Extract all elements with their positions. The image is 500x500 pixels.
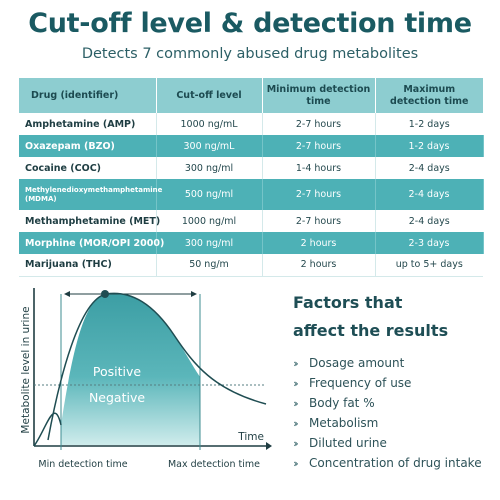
column-header-max: Maximum detection time	[375, 78, 483, 113]
table-row: Marijuana (THC) 50 ng/m 2 hours up to 5+…	[19, 254, 483, 277]
table-row: Morphine (MOR/OPI 2000) 300 ng/ml 2 hour…	[19, 232, 484, 254]
min-detection: 2-7 hours	[262, 113, 376, 135]
positive-label: Positive	[93, 364, 141, 379]
max-detection: 1-2 days	[375, 135, 484, 157]
factor-label: Dosage amount	[309, 356, 405, 370]
list-item: ›› Diluted urine	[293, 433, 498, 453]
factors-title-line2: affect the results	[293, 321, 449, 340]
span-left-arrowhead-icon	[64, 291, 70, 297]
y-axis-label: Metabolite level in urine	[20, 306, 32, 433]
column-header-drug: Drug (identifier)	[19, 78, 157, 113]
min-detection: 1-4 hours	[262, 157, 376, 179]
span-right-arrowhead-icon	[191, 291, 197, 297]
metabolite-curve	[33, 292, 267, 447]
cutoff-level: 300 ng/ml	[156, 157, 263, 179]
list-item: ›› Dosage amount	[293, 353, 498, 373]
double-chevron-icon: ››	[293, 456, 299, 470]
list-item: ›› Metabolism	[293, 413, 498, 433]
min-detection: 2-7 hours	[262, 210, 376, 232]
drug-name: Methamphetamine (MET)	[19, 210, 160, 232]
min-detection: 2 hours	[262, 254, 376, 277]
max-detection: 2-4 days	[375, 210, 483, 232]
factors-title-line1: Factors that	[293, 293, 403, 312]
min-detection-label: Min detection time	[38, 459, 127, 470]
table-row: Cocaine (COC) 300 ng/ml 1-4 hours 2-4 da…	[19, 157, 483, 179]
table-row: Oxazepam (BZO) 300 ng/mL 2-7 hours 1-2 d…	[19, 135, 484, 157]
table-row: Methamphetamine (MET) 1000 ng/ml 2-7 hou…	[19, 210, 483, 232]
min-detection: 2-7 hours	[262, 135, 376, 157]
drug-name: Morphine (MOR/OPI 2000)	[19, 232, 164, 254]
drug-name: Amphetamine (AMP)	[19, 113, 157, 135]
cutoff-level: 50 ng/m	[156, 254, 263, 277]
list-item: ›› Frequency of use	[293, 373, 498, 393]
peak-dot	[101, 290, 109, 298]
page-title: Cut-off level & detection time	[28, 8, 472, 39]
factors-panel: Factors that affect the results ›› Dosag…	[293, 289, 498, 473]
factor-label: Concentration of drug intake	[309, 456, 482, 470]
max-detection: 2-3 days	[375, 232, 484, 254]
factor-label: Frequency of use	[309, 376, 412, 390]
table-header-row: Drug (identifier) Cut-off level Minimum …	[19, 78, 483, 113]
double-chevron-icon: ››	[293, 356, 299, 370]
max-detection: 1-2 days	[375, 113, 483, 135]
drug-table: Drug (identifier) Cut-off level Minimum …	[19, 78, 484, 277]
detection-graph: Positive Negative Metabolite level in ur…	[20, 288, 272, 470]
cutoff-level: 300 ng/ml	[156, 232, 263, 254]
x-axis-arrow-icon	[266, 442, 272, 450]
drug-name: Methylenedioxymethamphetamine (MDMA)	[19, 179, 162, 210]
factor-label: Diluted urine	[309, 436, 387, 450]
max-detection-label: Max detection time	[168, 459, 260, 470]
drug-name: Oxazepam (BZO)	[19, 135, 157, 157]
min-detection: 2 hours	[262, 232, 376, 254]
list-item: ›› Concentration of drug intake	[293, 453, 498, 473]
column-header-min: Minimum detection time	[262, 78, 376, 113]
cutoff-level: 500 ng/ml	[156, 179, 263, 210]
factor-list: ›› Dosage amount ›› Frequency of use ›› …	[293, 353, 498, 473]
double-chevron-icon: ››	[293, 396, 299, 410]
double-chevron-icon: ››	[293, 376, 299, 390]
drug-name: Marijuana (THC)	[19, 254, 157, 277]
x-axis-label: Time	[237, 431, 264, 443]
negative-label: Negative	[89, 390, 145, 405]
page-subtitle: Detects 7 commonly abused drug metabolit…	[81, 46, 419, 62]
table-row: Methylenedioxymethamphetamine (MDMA) 500…	[19, 179, 484, 210]
column-header-cutoff: Cut-off level	[156, 78, 263, 113]
double-chevron-icon: ››	[293, 436, 299, 450]
drug-name: Cocaine (COC)	[19, 157, 157, 179]
table-row: Amphetamine (AMP) 1000 ng/mL 2-7 hours 1…	[19, 113, 483, 135]
list-item: ›› Body fat %	[293, 393, 498, 413]
max-detection: 2-4 days	[375, 157, 483, 179]
cutoff-level: 1000 ng/mL	[156, 113, 263, 135]
double-chevron-icon: ››	[293, 416, 299, 430]
factor-label: Metabolism	[309, 416, 379, 430]
max-detection: up to 5+ days	[375, 254, 483, 277]
max-detection: 2-4 days	[375, 179, 484, 210]
detection-window-area	[61, 293, 200, 445]
cutoff-level: 1000 ng/ml	[156, 210, 263, 232]
cutoff-level: 300 ng/mL	[156, 135, 263, 157]
factor-label: Body fat %	[309, 396, 375, 410]
min-detection: 2-7 hours	[262, 179, 376, 210]
